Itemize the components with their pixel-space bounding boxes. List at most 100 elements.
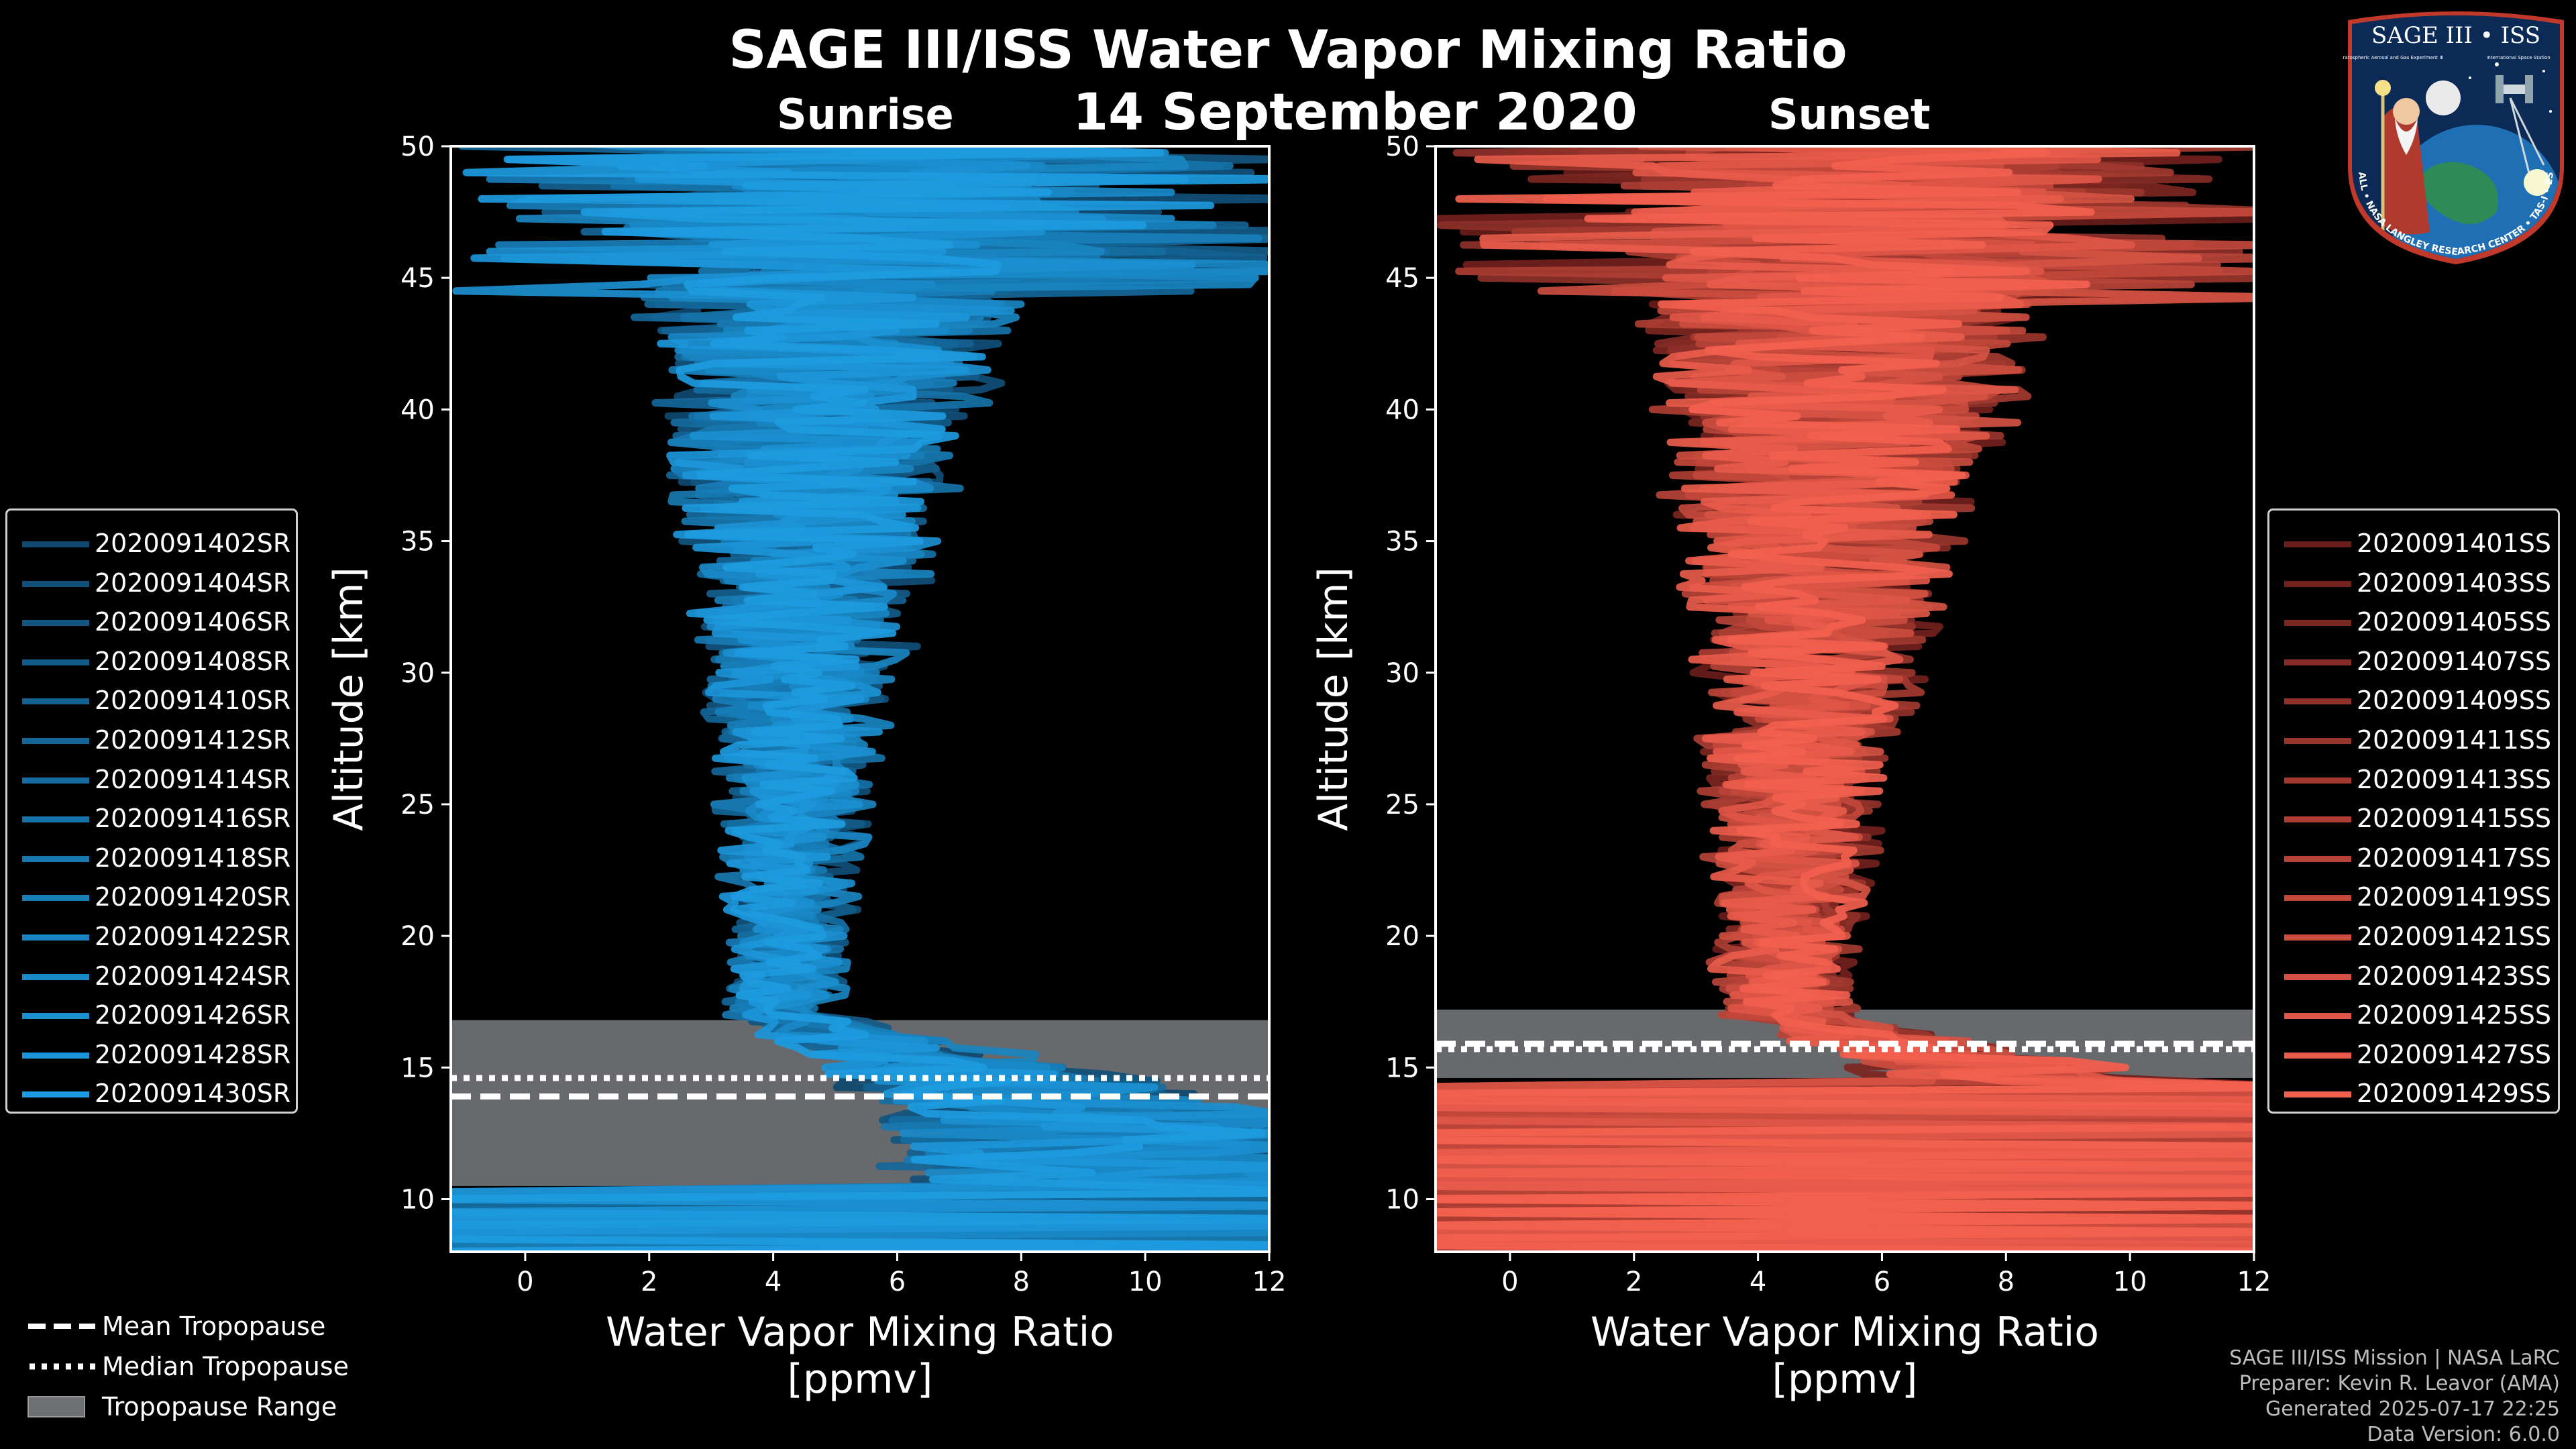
figure-title: SAGE III/ISS Water Vapor Mixing Ratio — [729, 20, 1847, 80]
legend-label: 2020091416SR — [95, 804, 291, 834]
legend-item: 2020091419SS — [2269, 877, 2551, 915]
legend-swatch — [22, 1091, 89, 1098]
sunrise-legend: 2020091402SR 2020091404SR 2020091406SR 2020… — [5, 508, 298, 1114]
sunset-x-tick-label: 6 — [1874, 1267, 1890, 1297]
tropopause-range-label: Tropopause Range — [102, 1392, 337, 1421]
legend-label: 2020091401SS — [2357, 529, 2552, 558]
legend-item: 2020091407SS — [2269, 642, 2551, 680]
sunset-x-axis-label: [ppmv] — [1772, 1356, 1918, 1403]
legend-swatch — [2284, 659, 2351, 665]
legend-swatch — [22, 934, 89, 941]
credits-mission: SAGE III/ISS Mission | NASA LaRC — [2229, 1346, 2560, 1370]
legend-swatch — [22, 659, 89, 665]
median-tropopause-label: Median Tropopause — [102, 1352, 349, 1381]
legend-item: 2020091411SS — [2269, 720, 2551, 758]
legend-swatch — [2284, 777, 2351, 784]
legend-label: 2020091408SR — [95, 646, 291, 676]
legend-swatch — [22, 973, 89, 980]
sunset-plot-area — [1436, 146, 2254, 1252]
legend-label: 2020091407SS — [2357, 646, 2552, 676]
legend-label: 2020091417SS — [2357, 843, 2552, 873]
legend-item: 2020091414SR — [7, 760, 291, 798]
legend-item: 2020091421SS — [2269, 917, 2551, 955]
legend-swatch — [2284, 580, 2351, 587]
legend-item: 2020091429SS — [2269, 1074, 2551, 1112]
legend-label: 2020091402SR — [95, 529, 291, 558]
legend-label: 2020091411SS — [2357, 725, 2552, 755]
legend-median-tropopause: Median Tropopause — [20, 1347, 396, 1386]
legend-item: 2020091430SR — [7, 1074, 290, 1112]
legend-swatch — [2284, 620, 2351, 627]
legend-item: 2020091417SS — [2269, 839, 2551, 876]
legend-swatch — [22, 620, 89, 627]
legend-swatch — [2284, 1013, 2351, 1020]
legend-label: 2020091414SR — [95, 764, 291, 794]
legend-label: 2020091421SS — [2357, 922, 2552, 951]
sunrise-x-tick-label: 12 — [1252, 1267, 1287, 1297]
legend-label: 2020091403SS — [2357, 568, 2552, 598]
credits: SAGE III/ISS Mission | NASA LaRC Prepare… — [2229, 1346, 2560, 1448]
legend-label: 2020091423SS — [2357, 961, 2552, 991]
sunset-x-tick-label: 4 — [1750, 1267, 1766, 1297]
dashed-line-icon — [28, 1324, 95, 1329]
dotted-line-icon — [30, 1363, 95, 1370]
legend-label: 2020091410SR — [95, 686, 291, 716]
legend-swatch — [2284, 895, 2351, 902]
legend-item: 2020091413SS — [2269, 760, 2551, 798]
legend-label: 2020091405SS — [2357, 607, 2552, 637]
credits-preparer: Preparer: Kevin R. Leavor (AMA) — [2239, 1372, 2560, 1395]
legend-swatch — [22, 816, 89, 823]
figure-date: 14 September 2020 — [1073, 82, 1638, 142]
legend-label: 2020091426SR — [95, 1000, 291, 1030]
legend-label: 2020091413SS — [2357, 764, 2552, 794]
sunrise-y-tick-label: 40 — [400, 394, 435, 425]
sunrise-x-axis-label: [ppmv] — [788, 1356, 933, 1403]
legend-label: 2020091424SR — [95, 961, 291, 991]
legend-label: 2020091429SS — [2357, 1079, 2552, 1109]
gray-patch-icon — [28, 1396, 85, 1417]
legend-item: 2020091422SR — [7, 917, 290, 955]
legend-label: 2020091406SR — [95, 607, 291, 637]
legend-label: 2020091418SR — [95, 843, 291, 873]
logo-title: SAGE III • ISS — [2371, 22, 2540, 49]
legend-item: 2020091404SR — [7, 564, 290, 601]
legend-item: 2020091405SS — [2269, 602, 2551, 640]
sunset-x-tick-label: 2 — [1625, 1267, 1642, 1297]
legend-item: 2020091412SR — [7, 720, 291, 758]
legend-item: 2020091416SR — [7, 799, 291, 837]
legend-item: 2020091408SR — [7, 642, 291, 680]
sunrise-y-tick-label: 10 — [400, 1185, 435, 1216]
sunset-y-tick-label: 35 — [1385, 527, 1419, 557]
credits-generated: Generated 2025-07-17 22:25 — [2265, 1397, 2560, 1421]
legend-swatch — [22, 1013, 89, 1020]
sage-iii-iss-mission-patch-logo: SAGE III • ISS Stratospheric Aerosol and… — [2343, 11, 2564, 264]
sunrise-y-tick-label: 15 — [400, 1053, 435, 1083]
sunrise-y-tick-label: 30 — [400, 658, 435, 689]
legend-item: 2020091406SR — [7, 602, 291, 640]
legend-label: 2020091415SS — [2357, 804, 2552, 834]
legend-swatch — [22, 580, 89, 587]
sunrise-y-tick-label: 20 — [400, 921, 435, 952]
sunrise-x-tick-label: 0 — [517, 1267, 533, 1297]
legend-swatch — [2284, 934, 2351, 941]
sunrise-x-tick-label: 6 — [889, 1267, 906, 1297]
legend-item: 2020091425SS — [2269, 996, 2551, 1033]
legend-label: 2020091420SR — [95, 882, 291, 912]
legend-item: 2020091409SS — [2269, 681, 2551, 718]
legend-mean-tropopause: Mean Tropopause — [20, 1307, 396, 1346]
legend-swatch — [2284, 698, 2351, 705]
sunrise-x-axis-label: Water Vapor Mixing Ratio — [606, 1309, 1114, 1356]
sunset-x-tick-label: 8 — [1998, 1267, 2015, 1297]
legend-swatch — [22, 698, 89, 705]
legend-label: 2020091412SR — [95, 725, 291, 755]
sunset-title: Sunset — [1768, 90, 1931, 139]
legend-swatch — [2284, 855, 2351, 862]
legend-item: 2020091402SR — [7, 524, 291, 561]
legend-swatch — [2284, 973, 2351, 980]
legend-label: 2020091409SS — [2357, 686, 2552, 716]
sunset-x-tick-label: 12 — [2237, 1267, 2271, 1297]
legend-swatch — [22, 738, 89, 744]
logo-subtitle-left: Stratospheric Aerosol and Gas Experiment… — [2343, 55, 2444, 60]
